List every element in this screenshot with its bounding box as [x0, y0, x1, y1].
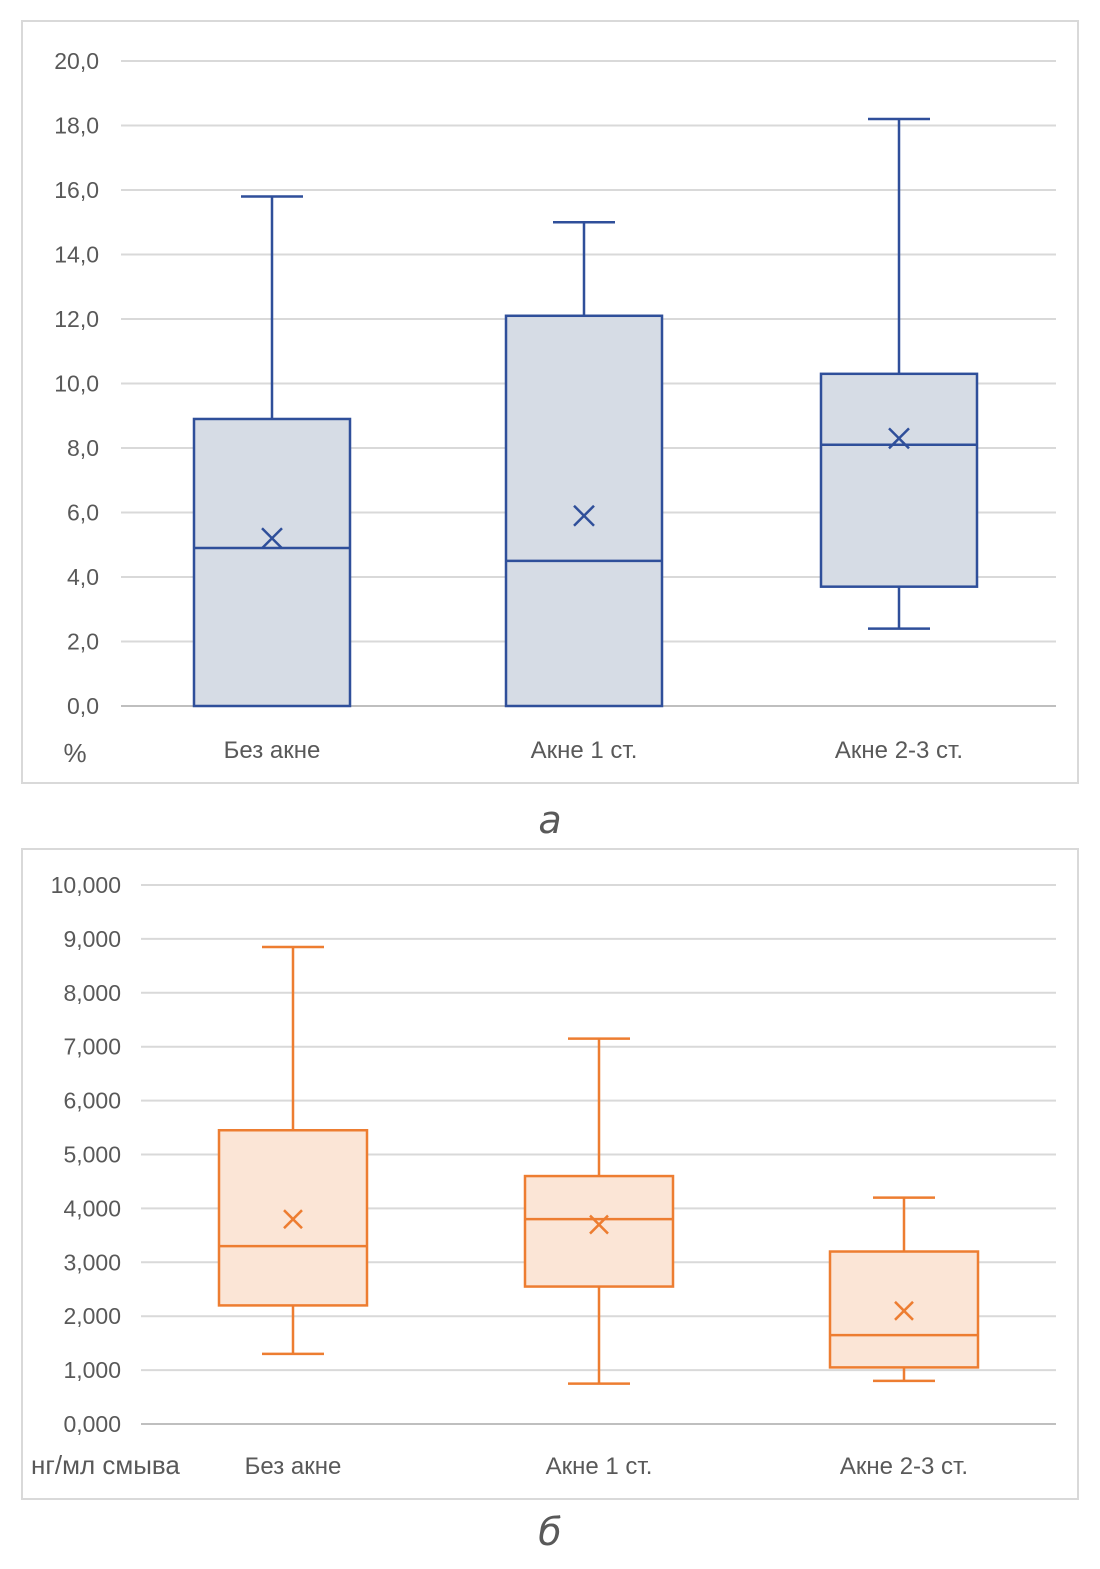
- y-tick-label: 2,000: [63, 1303, 121, 1329]
- y-tick-label: 1,000: [63, 1357, 121, 1383]
- box-3: [819, 117, 979, 630]
- y-unit-label: нг/мл смыва: [31, 1450, 180, 1480]
- box-1: [217, 945, 369, 1356]
- boxplot-chart-a: 0,0 2,0 4,0 6,0 8,0 10,0 12,0 14,0 16,0 18,0 20,0 Б…: [54, 48, 1056, 768]
- category-label: Без акне: [245, 1453, 342, 1480]
- y-tick-label: 14,0: [54, 242, 99, 268]
- y-tick-label: 6,0: [67, 500, 99, 526]
- mean-marker-stroke: [589, 1214, 609, 1235]
- y-tick-label: 10,0: [54, 371, 99, 397]
- caption-a: а: [538, 798, 562, 842]
- mean-marker-stroke: [888, 427, 910, 450]
- iqr-box: [192, 417, 352, 708]
- y-tick-label: 3,000: [63, 1249, 121, 1275]
- category-label: Акне 1 ст.: [531, 737, 638, 764]
- category-label: Акне 1 ст.: [546, 1453, 653, 1480]
- mean-marker-stroke: [283, 1209, 303, 1230]
- mean-marker: [283, 1209, 303, 1230]
- iqr-box: [819, 372, 979, 588]
- iqr-box: [523, 1174, 675, 1288]
- box-1: [192, 195, 352, 708]
- y-tick-label: 16,0: [54, 177, 99, 203]
- y-tick-label: 6,000: [63, 1088, 121, 1114]
- mean-marker: [888, 427, 910, 450]
- y-tick-label: 8,000: [63, 980, 121, 1006]
- chart-panel-a: 0,0 2,0 4,0 6,0 8,0 10,0 12,0 14,0 16,0 18,0 20,0 Б…: [21, 20, 1079, 784]
- y-tick-label: 10,000: [51, 872, 121, 898]
- mean-marker: [589, 1214, 609, 1235]
- y-tick-label: 0,0: [67, 693, 99, 719]
- caption-b: б: [538, 1510, 562, 1554]
- y-tick-label: 4,000: [63, 1195, 121, 1221]
- category-label: Без акне: [224, 737, 321, 764]
- y-tick-label: 12,0: [54, 306, 99, 332]
- box-3: [828, 1196, 980, 1383]
- y-tick-label: 5,000: [63, 1142, 121, 1168]
- box-2: [504, 221, 664, 708]
- mean-marker-stroke: [894, 1300, 914, 1321]
- mean-marker: [261, 527, 283, 550]
- category-label: Акне 2-3 ст.: [840, 1453, 968, 1480]
- y-tick-label: 9,000: [63, 926, 121, 952]
- y-tick-label: 7,000: [63, 1034, 121, 1060]
- mean-marker: [573, 504, 595, 527]
- y-unit-label: %: [63, 738, 86, 768]
- y-tick-label: 4,0: [67, 564, 99, 590]
- mean-marker-stroke: [573, 504, 595, 527]
- category-label: Акне 2-3 ст.: [835, 737, 963, 764]
- box-2: [523, 1037, 675, 1385]
- y-tick-label: 0,000: [63, 1411, 121, 1437]
- y-tick-label: 20,0: [54, 48, 99, 74]
- iqr-box: [504, 314, 664, 708]
- boxplot-chart-b: 0,000 1,000 2,000 3,000 4,000 5,000 6,000 7,000…: [31, 872, 1056, 1480]
- y-tick-label: 8,0: [67, 435, 99, 461]
- y-tick-label: 18,0: [54, 113, 99, 139]
- mean-marker-stroke: [261, 527, 283, 550]
- chart-panel-b: 0,000 1,000 2,000 3,000 4,000 5,000 6,000 7,000…: [21, 848, 1079, 1500]
- y-tick-label: 2,0: [67, 629, 99, 655]
- mean-marker: [894, 1300, 914, 1321]
